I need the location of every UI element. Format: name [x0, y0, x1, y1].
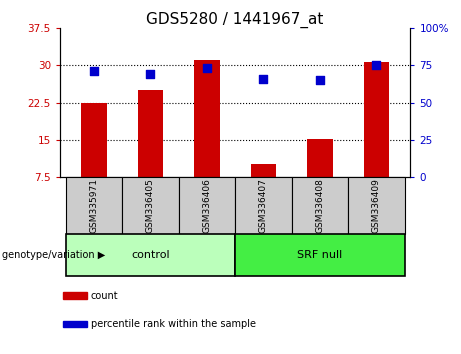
Text: GSM336407: GSM336407	[259, 178, 268, 233]
Point	[147, 72, 154, 77]
Bar	[235, 177, 292, 234]
Point	[372, 63, 380, 68]
Bar	[348, 177, 405, 234]
Text: genotype/variation ▶: genotype/variation ▶	[2, 250, 106, 260]
Bar	[194, 59, 219, 177]
Bar	[251, 164, 276, 177]
Point	[260, 76, 267, 82]
Text: GSM336406: GSM336406	[202, 178, 211, 233]
Bar	[307, 139, 332, 177]
Bar	[64, 292, 87, 299]
Point	[90, 69, 98, 74]
Text: GSM336408: GSM336408	[315, 178, 325, 233]
Point	[316, 78, 324, 83]
Text: GSM336409: GSM336409	[372, 178, 381, 233]
Text: count: count	[91, 291, 118, 301]
Title: GDS5280 / 1441967_at: GDS5280 / 1441967_at	[147, 12, 324, 28]
Text: percentile rank within the sample: percentile rank within the sample	[91, 319, 256, 329]
Text: control: control	[131, 250, 170, 260]
Text: GSM336405: GSM336405	[146, 178, 155, 233]
Bar	[81, 103, 106, 177]
Point	[203, 65, 211, 71]
Bar	[235, 234, 405, 276]
Bar	[65, 177, 122, 234]
Bar	[138, 90, 163, 177]
Bar	[122, 177, 178, 234]
Bar	[292, 177, 348, 234]
Bar	[178, 177, 235, 234]
Bar	[64, 321, 87, 327]
Bar	[364, 62, 389, 177]
Text: GSM335971: GSM335971	[89, 178, 98, 233]
Bar	[65, 234, 235, 276]
Text: SRF null: SRF null	[297, 250, 343, 260]
